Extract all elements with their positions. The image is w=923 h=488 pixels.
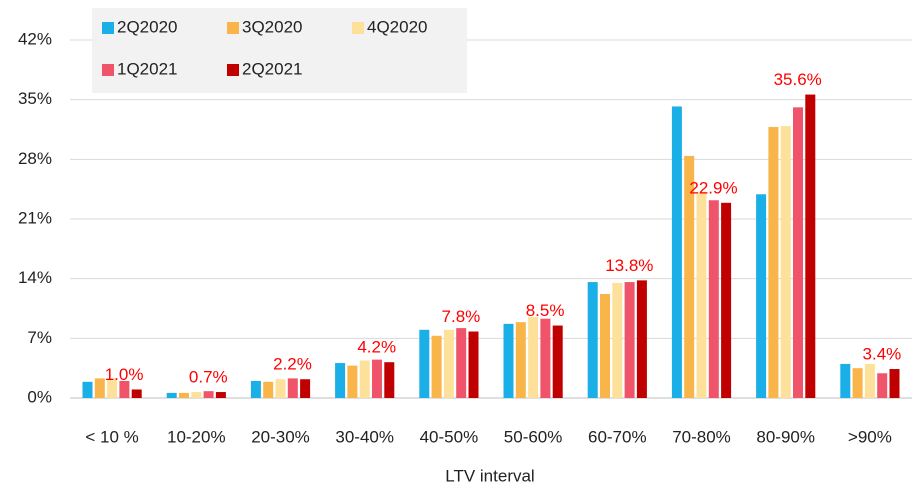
bar <box>684 155 695 398</box>
bar <box>515 322 526 398</box>
bar <box>805 94 816 399</box>
bar <box>468 331 479 398</box>
bar <box>600 294 610 398</box>
x-tick-label: 60-70% <box>588 427 647 446</box>
bar <box>696 191 707 398</box>
bar <box>166 392 177 398</box>
bar <box>107 378 118 398</box>
y-tick-label: 42% <box>18 29 52 48</box>
bar <box>840 363 851 398</box>
bar <box>612 282 623 398</box>
bar <box>82 381 93 398</box>
bar <box>456 328 467 398</box>
bar <box>877 373 888 398</box>
x-tick-label: 40-50% <box>420 427 479 446</box>
legend-swatch <box>102 64 114 76</box>
bar <box>263 381 274 398</box>
bar <box>287 378 298 398</box>
data-label: 22.9% <box>689 178 737 197</box>
bar <box>443 329 454 398</box>
x-tick-label: 80-90% <box>756 427 815 446</box>
y-tick-label: 7% <box>27 328 52 347</box>
legend-label: 2Q2021 <box>242 59 303 78</box>
legend-label: 4Q2020 <box>367 17 428 36</box>
bar <box>191 392 202 398</box>
bar <box>359 360 370 398</box>
bar <box>215 392 226 398</box>
x-tick-label: 70-80% <box>672 427 731 446</box>
bar <box>503 323 514 398</box>
data-label: 7.8% <box>442 307 481 326</box>
data-label: 4.2% <box>357 338 396 357</box>
data-label: 0.7% <box>189 368 228 387</box>
bar <box>540 318 551 398</box>
bar <box>552 325 563 398</box>
bar <box>793 107 803 398</box>
bar <box>300 379 311 398</box>
y-tick-label: 28% <box>18 149 52 168</box>
y-tick-label: 0% <box>27 387 52 406</box>
bar <box>347 365 358 398</box>
bar <box>431 335 442 398</box>
bar <box>131 389 142 398</box>
bar <box>119 380 130 398</box>
bar <box>94 378 105 398</box>
x-tick-label: < 10 % <box>85 427 138 446</box>
legend-swatch <box>227 22 239 34</box>
x-axis-title: LTV interval <box>445 466 534 485</box>
data-label: 2.2% <box>273 355 312 374</box>
legend-swatch <box>352 22 364 34</box>
bar <box>864 363 875 398</box>
bar <box>708 200 719 398</box>
x-tick-label: 50-60% <box>504 427 563 446</box>
legend-label: 3Q2020 <box>242 17 303 36</box>
bar <box>624 282 635 398</box>
bar <box>671 106 682 398</box>
bar <box>636 280 647 398</box>
x-tick-label: 10-20% <box>167 427 226 446</box>
bar <box>721 202 732 398</box>
y-tick-label: 21% <box>18 208 52 227</box>
data-label: 1.0% <box>105 365 144 384</box>
legend-label: 2Q2020 <box>117 17 178 36</box>
bar <box>250 380 261 398</box>
bar <box>852 368 863 398</box>
data-label: 8.5% <box>526 301 565 320</box>
x-tick-label: 20-30% <box>251 427 310 446</box>
data-label: 13.8% <box>605 256 653 275</box>
legend-label: 1Q2021 <box>117 59 178 78</box>
bar <box>889 369 900 398</box>
data-label: 3.4% <box>863 345 902 364</box>
legend-box <box>92 8 467 93</box>
bar <box>780 126 791 398</box>
y-tick-label: 35% <box>18 89 52 108</box>
bar <box>335 363 346 398</box>
x-tick-label: >90% <box>848 427 892 446</box>
bar <box>587 282 598 398</box>
x-tick-label: 30-40% <box>335 427 394 446</box>
bar <box>275 379 286 398</box>
data-label: 35.6% <box>774 70 822 89</box>
bar <box>203 391 214 398</box>
bar <box>179 392 189 398</box>
bar <box>419 329 430 398</box>
bar <box>384 362 395 398</box>
legend-swatch <box>102 22 114 34</box>
bar <box>768 126 779 398</box>
bar <box>528 317 539 398</box>
bar <box>372 359 382 398</box>
y-tick-label: 14% <box>18 268 52 287</box>
legend-swatch <box>227 64 239 76</box>
bar <box>756 194 767 398</box>
